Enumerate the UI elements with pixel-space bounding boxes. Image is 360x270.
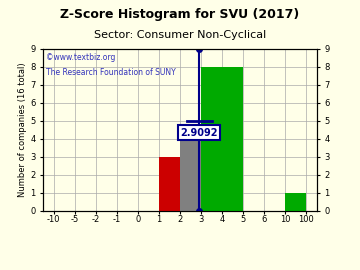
Y-axis label: Number of companies (16 total): Number of companies (16 total) — [18, 62, 27, 197]
Bar — [285, 193, 306, 211]
Bar — [180, 139, 201, 211]
Text: Sector: Consumer Non-Cyclical: Sector: Consumer Non-Cyclical — [94, 30, 266, 40]
Bar — [201, 67, 243, 211]
Text: Z-Score Histogram for SVU (2017): Z-Score Histogram for SVU (2017) — [60, 8, 300, 21]
Bar — [159, 157, 180, 211]
Text: The Research Foundation of SUNY: The Research Foundation of SUNY — [46, 68, 176, 77]
Text: 2.9092: 2.9092 — [180, 128, 218, 138]
Text: ©www.textbiz.org: ©www.textbiz.org — [46, 53, 115, 62]
